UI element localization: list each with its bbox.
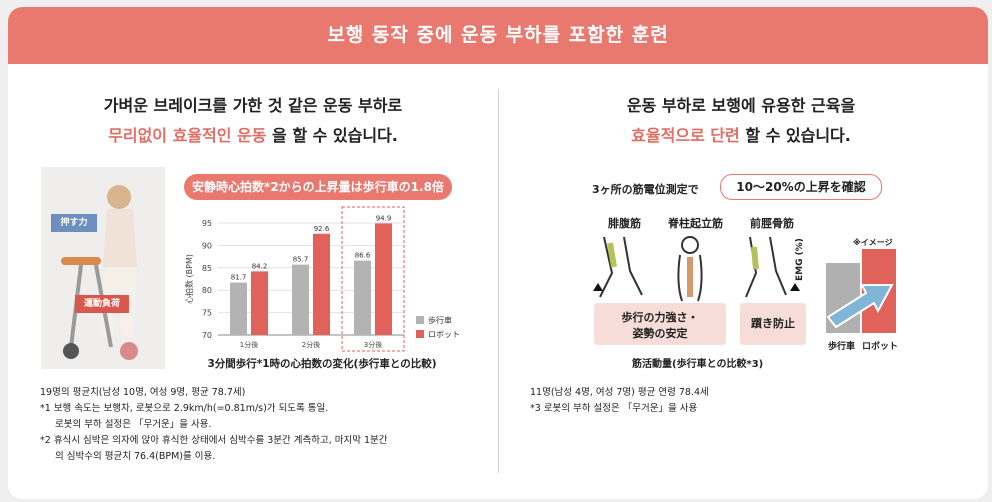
y-axis-label: 心拍数 (BPM): [184, 254, 194, 304]
y-tick-label: 95: [202, 219, 212, 228]
data-label: 94.9: [376, 214, 392, 222]
right-notes: 11명(남성 4명, 여성 7명) 평균 연령 78.4세 *3 로봇의 부하 …: [530, 385, 709, 417]
data-label: 84.2: [252, 262, 268, 270]
right-headline-line1: 운동 부하로 보행에 유용한 근육을: [626, 96, 856, 115]
emg-axis-label: EMG (%): [795, 238, 805, 281]
bar: [313, 233, 330, 335]
push-force-label: 押す力: [51, 214, 97, 232]
bar: [375, 223, 392, 335]
trip-prevention-box: 躓き防止: [740, 303, 806, 345]
bar: [230, 282, 247, 335]
image-note: ※イメージ: [853, 238, 893, 247]
emg-caption: 筋活動量(歩行車との比較*3): [632, 359, 764, 370]
muscle-label-tibialis-anterior: 前脛骨筋: [750, 217, 794, 230]
y-tick-label: 90: [202, 241, 212, 250]
column-divider: [498, 89, 499, 473]
y-tick-label: 75: [202, 309, 212, 318]
increase-arrow-icon: [826, 284, 894, 329]
muscle-label-erector-spinae: 脊柱起立筋: [668, 217, 723, 230]
legend-label: 歩行車: [428, 315, 452, 325]
right-highlight: 효율적으로 단련: [631, 126, 740, 145]
box1-line2: 姿勢の安定: [632, 327, 688, 340]
strength-stability-box: 歩行の力強さ・ 姿勢の安定: [594, 303, 726, 345]
x-tick-label: 2分後: [302, 340, 320, 349]
muscle-illustrations: [593, 236, 800, 302]
banner-title: 보행 동작 중에 운동 부하를 포함한 훈련: [8, 7, 988, 64]
right-note-1: 11명(남성 4명, 여성 7명) 평균 연령 78.4세: [530, 387, 709, 398]
x-tick-label: 1分後: [240, 340, 258, 349]
emg-cat-walker: 歩行車: [828, 342, 856, 352]
right-headline-rest: 할 수 있습니다.: [739, 126, 851, 145]
muscle-label-gastrocnemius: 腓腹筋: [608, 217, 641, 230]
left-notes: 19명의 평균치(남성 10명, 여성 9명, 평균 78.7세) *1 보행 …: [40, 385, 388, 465]
left-headline-line2: 무리없이 효율적인 운동 을 할 수 있습니다.: [28, 122, 478, 146]
bar: [251, 271, 268, 335]
left-note-5: 의 심박수의 평균치 76.4(BPM)를 이용.: [55, 451, 216, 462]
chart-caption: 3分間歩行*1時の心拍数の変化(歩行車との比較): [207, 357, 436, 370]
walker-illustration: [41, 167, 165, 369]
bar: [354, 260, 371, 335]
box1-line1: 歩行の力強さ・: [621, 311, 699, 324]
right-headline-line2: 효율적으로 단련 할 수 있습니다.: [516, 122, 966, 146]
left-headline-line1: 가벼운 브레이크를 가한 것 같은 운동 부하로: [103, 96, 403, 115]
emg-increase-box: 10〜20%の上昇を確認: [720, 174, 882, 200]
y-tick-label: 80: [202, 286, 212, 295]
emg-cat-robot: ロボット: [862, 342, 899, 352]
y-tick-label: 85: [202, 264, 212, 273]
left-note-2: *1 보행 속도는 보행차, 로봇으로 2.9km/h(=0.81m/s)가 되…: [40, 403, 329, 414]
data-label: 85.7: [293, 256, 309, 264]
walker-photo: 押す力 運動負荷: [41, 167, 165, 369]
content-card: 보행 동작 중에 운동 부하를 포함한 훈련 가벼운 브레이크를 가한 것 같은…: [8, 7, 988, 499]
legend-swatch: [416, 330, 424, 338]
bar: [292, 264, 309, 335]
right-headline: 운동 부하로 보행에 유용한 근육을 효율적으로 단련 할 수 있습니다.: [516, 92, 966, 146]
left-headline-rest: 을 할 수 있습니다.: [266, 126, 398, 145]
data-label: 81.7: [231, 274, 247, 282]
chart-header-pill: 安静時心拍数*2からの上昇量は歩行車の1.8倍: [184, 174, 452, 200]
emg-figure: 3ヶ所の筋電位測定で 10〜20%の上昇を確認 腓腹筋 脊柱起立筋 前脛骨筋 歩…: [590, 171, 910, 371]
emg-figure-title: 3ヶ所の筋電位測定で: [592, 183, 699, 196]
x-tick-label: 3分後: [364, 340, 382, 349]
y-tick-label: 70: [202, 331, 212, 340]
left-note-1: 19명의 평균치(남성 10명, 여성 9명, 평균 78.7세): [40, 387, 246, 398]
legend-label: ロボット: [428, 330, 460, 339]
heart-rate-chart: 70 75 80 85 90 95 心拍数 (BPM) 81.7 84.2 1分後 85.7 92.6…: [176, 171, 468, 371]
exercise-load-label: 運動負荷: [75, 295, 129, 313]
left-highlight: 무리없이 효율적인 운동: [108, 126, 267, 145]
left-note-3: 로봇의 부하 설정은 「무거운」을 사용.: [55, 419, 212, 430]
right-note-2: *3 로봇의 부하 설정은 「무거운」을 사용: [530, 403, 698, 414]
heart-rate-chart-svg: 70 75 80 85 90 95 心拍数 (BPM) 81.7 84.2 1分後 85.7 92.6…: [184, 206, 460, 370]
data-label: 92.6: [314, 225, 330, 233]
left-note-4: *2 휴식시 심박은 의자에 앉아 휴식한 상태에서 심박수를 3분간 계측하고…: [40, 435, 388, 446]
data-label: 86.6: [355, 252, 371, 260]
highlight-box: [341, 206, 405, 352]
legend-swatch: [416, 316, 424, 324]
left-headline: 가벼운 브레이크를 가한 것 같은 운동 부하로 무리없이 효율적인 운동 을 …: [28, 92, 478, 146]
